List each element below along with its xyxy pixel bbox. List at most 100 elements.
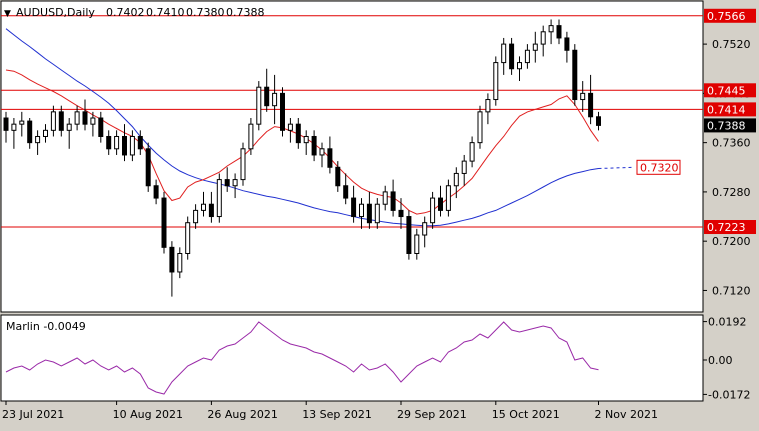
candle (374, 198, 380, 229)
candle (74, 105, 80, 131)
candle (406, 210, 412, 260)
marlin-panel (0, 314, 704, 402)
candle (422, 216, 428, 248)
candle (153, 179, 159, 205)
candle (224, 167, 230, 192)
time-tick-label: 15 Oct 2021 (492, 408, 560, 421)
time-tick-label: 10 Aug 2021 (113, 408, 183, 421)
time-tick-label: 13 Sep 2021 (302, 408, 372, 421)
candle (272, 74, 278, 125)
candle (145, 142, 151, 192)
last-price-label: 0.7388 (707, 119, 746, 132)
chart-header-high: 0.7410 (146, 6, 185, 19)
marlin-line (5, 321, 599, 395)
candle (335, 161, 341, 192)
candle (509, 37, 515, 75)
candle (303, 130, 309, 155)
candlesticks (3, 19, 601, 297)
candle (351, 185, 357, 223)
level-price-tag (704, 102, 756, 117)
candle (98, 111, 104, 143)
candle (493, 56, 499, 106)
candle (477, 105, 483, 149)
last-price-tag (704, 118, 756, 133)
candle (280, 87, 285, 137)
candle (11, 118, 17, 149)
candle (588, 74, 594, 125)
time-tick-label: 23 Jul 2021 (2, 408, 64, 421)
candle (287, 118, 293, 143)
candle (295, 118, 301, 149)
slow-moving-average-line (5, 28, 599, 227)
svg-text:0.7320: 0.7320 (640, 161, 679, 174)
candle (398, 198, 404, 229)
candle (532, 31, 538, 63)
candle (264, 68, 270, 112)
candle (185, 216, 191, 260)
candle (445, 179, 451, 217)
candle (82, 99, 88, 131)
chart-header-low: 0.7380 (186, 6, 225, 19)
candle (390, 179, 396, 217)
candle (485, 93, 491, 125)
candle (469, 136, 475, 168)
moving-averages (5, 28, 635, 227)
candle (319, 142, 325, 168)
candle (122, 124, 127, 162)
marlin-title: Marlin -0.0049 (6, 320, 86, 333)
marlin-tick-label: -0.0172 (708, 388, 750, 401)
candle (193, 204, 199, 229)
candle (90, 111, 96, 137)
candle (106, 130, 112, 155)
price-tick-label: 0.7120 (712, 284, 751, 297)
chart-header-triangle-icon: ▼ (4, 9, 11, 19)
candle (453, 167, 459, 199)
candle (438, 185, 443, 217)
level-price-label: 0.7445 (707, 84, 746, 97)
candle (58, 105, 64, 137)
candle (430, 191, 436, 229)
candle (414, 228, 420, 260)
candle (540, 25, 546, 57)
level-price-tag (704, 220, 756, 235)
candle (232, 173, 238, 199)
candle (35, 130, 41, 155)
price-panel (0, 0, 704, 313)
candle (208, 191, 214, 223)
price-axis: 0.75200.74400.73600.72800.72000.71200.75… (703, 8, 756, 297)
price-tick-label: 0.7360 (712, 137, 751, 150)
price-tick-label: 0.7520 (712, 38, 751, 51)
candle (382, 185, 388, 211)
fast-moving-average-line (5, 69, 599, 215)
candle (43, 124, 48, 143)
level-price-tag (704, 83, 756, 98)
chart-header-close: 0.7388 (226, 6, 265, 19)
marlin-tick-label: 0.00 (708, 354, 733, 367)
time-tick-label: 26 Aug 2021 (207, 408, 277, 421)
candle (177, 247, 183, 279)
chart-header-open: 0.7402 (106, 6, 145, 19)
time-tick-label: 2 Nov 2021 (595, 408, 658, 421)
level-price-label: 0.7414 (707, 103, 746, 116)
marlin-tick-label: 0.0192 (708, 316, 747, 329)
candle (311, 130, 317, 162)
chart-header-symbol: AUDUSD,Daily (16, 6, 95, 19)
candle (66, 118, 72, 149)
candle (201, 191, 206, 217)
candle (501, 37, 507, 75)
price-tick-label: 0.7280 (712, 186, 751, 199)
candle (327, 136, 333, 174)
price-tick-label: 0.7200 (712, 235, 751, 248)
candle (564, 31, 570, 63)
candle (548, 19, 554, 45)
level-price-tag (704, 8, 756, 23)
candle (248, 118, 254, 155)
horizontal-levels (1, 15, 703, 228)
candle (3, 111, 9, 143)
candle (114, 130, 120, 155)
candle (216, 173, 222, 223)
time-tick-label: 29 Sep 2021 (397, 408, 467, 421)
time-axis: 23 Jul 2021 10 Aug 2021 26 Aug 2021 13 Sep … (2, 401, 658, 421)
